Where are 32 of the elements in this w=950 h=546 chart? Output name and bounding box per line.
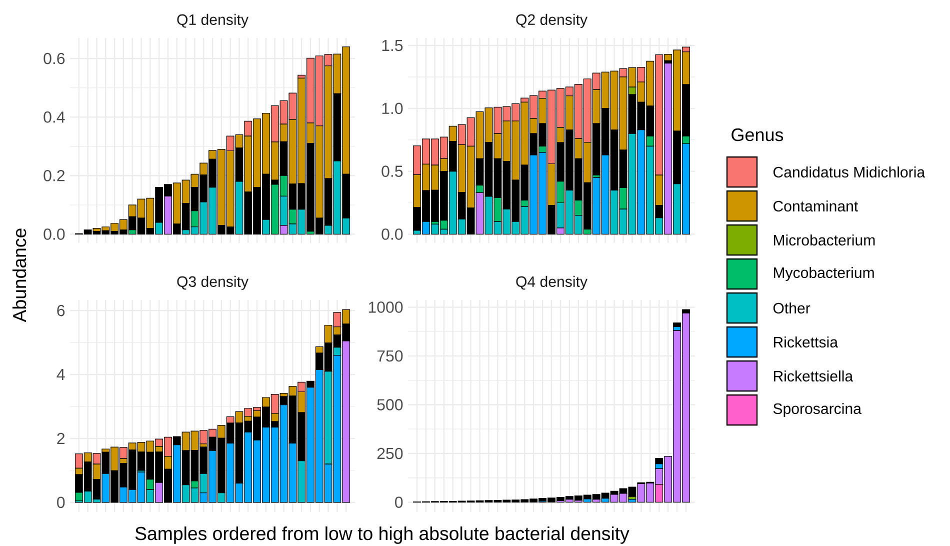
legend-label: Other bbox=[773, 302, 810, 314]
legend-label: Sporosarcina bbox=[773, 402, 862, 417]
y-tick-label: 0 bbox=[57, 496, 65, 508]
y-tick-label: 1.0 bbox=[382, 102, 403, 114]
y-tick-label: 500 bbox=[377, 399, 403, 410]
chart-title: Q4 density bbox=[516, 276, 588, 290]
x-axis-title: Samples ordered from low to high absolute bacterial density bbox=[135, 526, 630, 544]
y-tick-label: 0.4 bbox=[44, 111, 65, 123]
chart-title: Q3 density bbox=[177, 276, 248, 290]
y-tick-label: 0.0 bbox=[44, 228, 65, 240]
legend-label: Rickettsia bbox=[774, 336, 838, 348]
chart-title: Q2 density bbox=[516, 14, 588, 28]
y-tick-label: 750 bbox=[377, 350, 403, 362]
chart-title: Q1 density bbox=[177, 14, 248, 28]
y-tick-label: 4 bbox=[56, 368, 65, 380]
legend-title: Genus bbox=[732, 128, 784, 142]
y-axis-title: Abundance bbox=[12, 228, 26, 322]
legend-label: Mycobacterium bbox=[774, 266, 874, 281]
y-tick-label: 0.2 bbox=[44, 170, 64, 182]
legend-label: Rickettsiella bbox=[774, 370, 854, 382]
y-tick-label: 0 bbox=[395, 496, 403, 508]
legend-label: Microbacterium bbox=[774, 234, 875, 246]
y-tick-label: 1000 bbox=[368, 302, 403, 313]
y-tick-label: 0.5 bbox=[382, 166, 403, 177]
y-tick-label: 250 bbox=[377, 448, 403, 460]
y-tick-label: 0.6 bbox=[44, 52, 65, 64]
legend-label: Contaminant bbox=[773, 200, 858, 212]
y-tick-label: 2 bbox=[57, 432, 64, 444]
y-tick-label: 6 bbox=[57, 304, 65, 316]
y-tick-label: 0.0 bbox=[382, 228, 403, 240]
y-tick-label: 1.5 bbox=[382, 40, 403, 52]
legend-label: Candidatus Midichloria bbox=[773, 166, 926, 178]
